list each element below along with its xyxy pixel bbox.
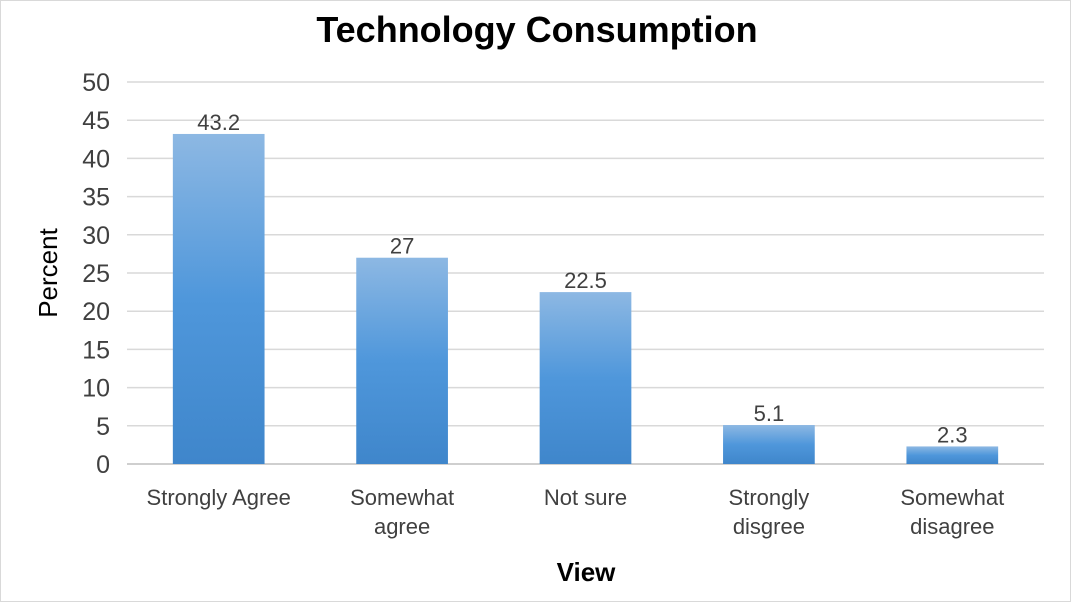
bar (172, 133, 265, 464)
y-tick-label: 20 (82, 298, 110, 326)
data-label: 27 (390, 234, 414, 259)
x-category-label: Strongly (729, 485, 810, 510)
x-category-label: agree (374, 514, 430, 539)
y-tick-label: 0 (96, 451, 110, 479)
bar (723, 425, 815, 464)
y-tick-label: 10 (82, 375, 110, 403)
data-label: 5.1 (754, 401, 785, 426)
x-category-label: Not sure (544, 485, 627, 510)
y-axis-ticks: 0 5 10 15 20 25 30 35 40 45 50 (82, 69, 110, 479)
data-label: 2.3 (937, 422, 968, 447)
x-category-label: Strongly Agree (147, 485, 291, 510)
y-tick-label: 5 (96, 413, 110, 441)
bar (539, 292, 632, 464)
x-category-label: disagree (910, 514, 994, 539)
chart-title: Technology Consumption (316, 9, 757, 50)
data-label: 22.5 (564, 268, 607, 293)
y-tick-label: 45 (82, 107, 110, 135)
bar (906, 446, 999, 464)
x-category-label: Somewhat (900, 485, 1004, 510)
data-label: 43.2 (197, 110, 240, 135)
y-axis-title: Percent (33, 227, 63, 317)
gridlines (127, 81, 1044, 465)
x-axis-title: View (557, 557, 617, 587)
bars (172, 133, 999, 464)
x-axis-categories: Strongly Agree Somewhat agree Not sure Stron… (147, 485, 1005, 539)
y-tick-label: 25 (82, 260, 110, 288)
y-tick-label: 15 (82, 336, 110, 364)
x-category-label: Somewhat (350, 485, 454, 510)
y-tick-label: 35 (82, 184, 110, 212)
data-labels: 43.2 27 22.5 5.1 2.3 (197, 110, 967, 447)
x-category-label: disgree (733, 514, 805, 539)
bar (356, 257, 448, 464)
y-tick-label: 50 (82, 69, 110, 97)
y-tick-label: 40 (82, 145, 110, 173)
y-tick-label: 30 (82, 222, 110, 250)
